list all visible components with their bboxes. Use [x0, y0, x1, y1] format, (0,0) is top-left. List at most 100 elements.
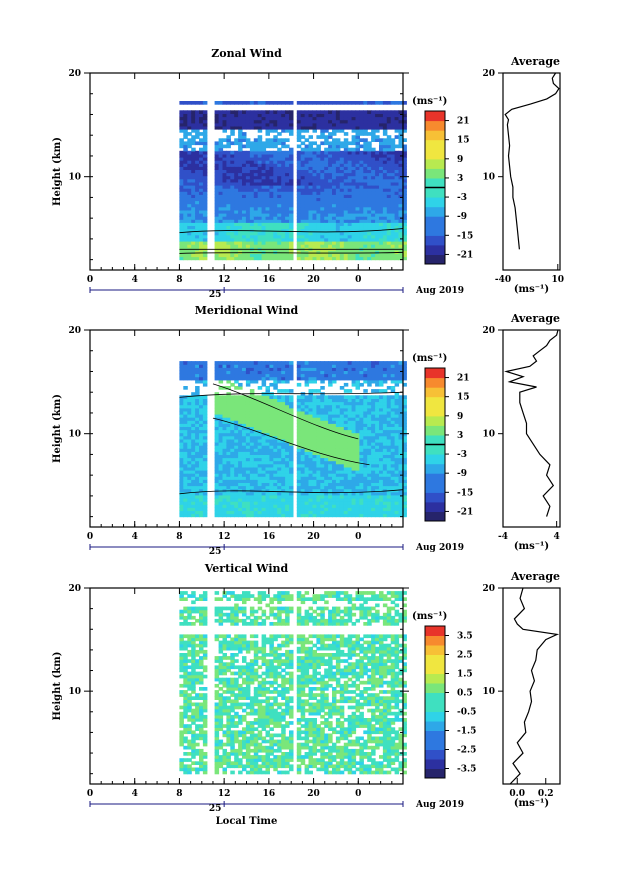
heatmap-cell	[351, 448, 357, 452]
heatmap-cell	[273, 442, 278, 446]
heatmap-cell	[238, 373, 243, 378]
heatmap-cell	[367, 379, 372, 384]
heatmap-cell	[265, 213, 270, 217]
heatmap-cell	[202, 482, 208, 487]
heatmap-cell	[273, 498, 278, 502]
heatmap-cell	[187, 185, 192, 189]
heatmap-cell	[335, 191, 341, 195]
heatmap-cell	[285, 216, 290, 220]
heatmap-cell	[363, 150, 368, 155]
heatmap-cell	[316, 116, 321, 121]
heatmap-cell	[332, 244, 337, 248]
heatmap-cell	[183, 404, 188, 409]
heatmap-cell	[218, 119, 224, 124]
heatmap-cell	[242, 157, 247, 161]
heatmap-cell	[300, 448, 306, 452]
heatmap-cell	[359, 113, 364, 118]
heatmap-cell	[195, 507, 200, 511]
heatmap-cell	[226, 429, 231, 434]
heatmap-cell	[300, 476, 306, 480]
heatmap-cell	[257, 185, 263, 189]
heatmap-cell	[285, 473, 290, 477]
heatmap-cell	[253, 209, 259, 214]
heatmap-cell	[343, 460, 349, 465]
heatmap-cell	[363, 129, 368, 133]
heatmap-cell	[367, 442, 372, 446]
heatmap-cell	[222, 370, 227, 375]
heatmap-cell	[199, 395, 204, 399]
heatmap-cell	[214, 426, 220, 431]
heatmap-cell	[363, 370, 368, 375]
heatmap-cell	[285, 460, 290, 465]
heatmap-cell	[179, 241, 184, 245]
heatmap-cell	[281, 166, 286, 170]
heatmap-cell	[218, 141, 224, 146]
heatmap-cell	[187, 407, 192, 412]
heatmap-cell	[245, 216, 251, 220]
heatmap-cell	[324, 510, 329, 515]
heatmap-cell	[339, 364, 345, 368]
heatmap-cell	[394, 203, 400, 208]
heatmap-cell	[191, 476, 196, 480]
heatmap-cell	[226, 491, 231, 496]
heatmap-cell	[187, 473, 192, 477]
heatmap-cell	[375, 466, 380, 471]
heatmap-cell	[285, 181, 290, 186]
heatmap-cell	[187, 119, 192, 124]
heatmap-cell	[195, 206, 200, 211]
heatmap-cell	[328, 222, 333, 226]
heatmap-cell	[249, 438, 255, 443]
heatmap-cell	[335, 401, 341, 406]
heatmap-cell	[332, 414, 337, 418]
heatmap-cell	[320, 178, 325, 183]
heatmap-cell	[187, 361, 192, 365]
heatmap-cell	[296, 234, 302, 239]
heatmap-cell	[261, 442, 267, 446]
heatmap-cell	[300, 113, 306, 118]
heatmap-cell	[195, 253, 200, 258]
heatmap-cell	[394, 169, 400, 174]
heatmap-cell	[218, 376, 224, 381]
heatmap-cell	[375, 463, 380, 468]
heatmap-cell	[273, 398, 278, 403]
heatmap-cell	[257, 200, 263, 205]
heatmap-cell	[347, 420, 353, 424]
heatmap-cell	[253, 507, 259, 511]
heatmap-cell	[320, 191, 325, 195]
heatmap-cell	[371, 401, 376, 406]
heatmap-cell	[363, 476, 368, 480]
heatmap-cell	[398, 209, 403, 214]
heatmap-cell	[304, 432, 310, 437]
heatmap-cell	[226, 435, 231, 440]
heatmap-cell	[335, 395, 341, 399]
heatmap-cell	[187, 435, 192, 440]
heatmap-cell	[304, 491, 310, 496]
heatmap-cell	[379, 407, 384, 412]
heatmap-cell	[355, 185, 360, 189]
heatmap-cell	[379, 398, 384, 403]
heatmap-cell	[234, 395, 239, 399]
heatmap-cell	[222, 129, 227, 133]
heatmap-cell	[281, 181, 286, 186]
heatmap-cell	[308, 150, 313, 155]
heatmap-cell	[367, 122, 372, 127]
heatmap-cell	[320, 466, 325, 471]
heatmap-cell	[335, 244, 341, 248]
heatmap-cell	[316, 175, 321, 180]
heatmap-cell	[355, 454, 360, 459]
heatmap-cell	[202, 460, 208, 465]
heatmap-cell	[324, 166, 329, 170]
heatmap-cell	[179, 194, 184, 198]
heatmap-cell	[347, 438, 353, 443]
heatmap-cell	[332, 379, 337, 384]
heatmap-cell	[375, 442, 380, 446]
heatmap-cell	[343, 423, 349, 427]
heatmap-cell	[238, 404, 243, 409]
heatmap-cell	[253, 194, 259, 198]
heatmap-cell	[265, 485, 270, 490]
heatmap-cell	[312, 479, 317, 483]
heatmap-cell	[371, 110, 376, 114]
heatmap-cell	[304, 379, 310, 384]
heatmap-cell	[234, 420, 239, 424]
heatmap-cell	[379, 376, 384, 381]
